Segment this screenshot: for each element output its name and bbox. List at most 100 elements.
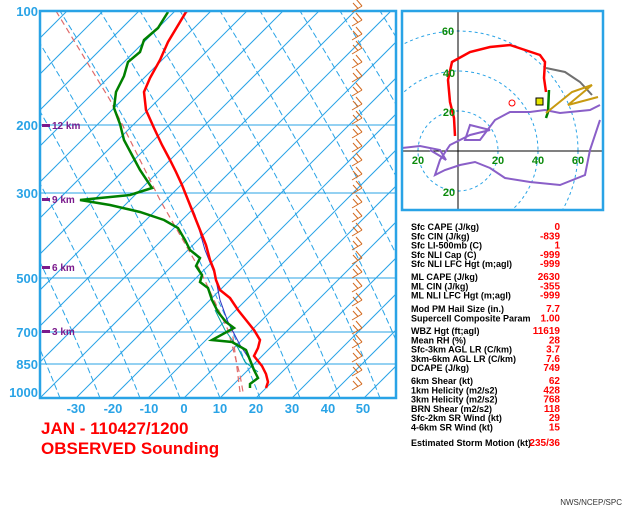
wind-barb (351, 68, 363, 83)
isotherm-line (40, 11, 248, 219)
wind-barb (351, 138, 363, 153)
temperature-tick-label: 20 (249, 401, 263, 416)
parameter-value: -999 (540, 259, 560, 270)
parameter-label: 3km-6km AGL LR (C/km) (411, 354, 516, 364)
parameter-value: 428 (543, 385, 560, 396)
wind-barb (351, 306, 363, 321)
wind-barb (351, 362, 363, 377)
wind-barb (351, 54, 363, 69)
isotherm-line (40, 41, 396, 398)
parameter-value: 768 (543, 395, 560, 406)
chart-title: JAN - 110427/1200 (41, 419, 188, 438)
parameter-value: -999 (540, 250, 560, 261)
isotherm-line (40, 11, 320, 291)
isotherm-line (40, 11, 284, 255)
parameter-label: ML CAPE (J/kg) (411, 272, 478, 282)
parameter-label: Sfc CIN (J/kg) (411, 231, 470, 241)
dry-adiabat-line (460, 11, 632, 398)
temperature-tick-label: -10 (140, 401, 159, 416)
hodograph-tick-label: 20 (443, 187, 455, 199)
wind-barb (351, 376, 363, 391)
temperature-tick-label: 50 (356, 401, 370, 416)
parameter-label: Sfc-3km AGL LR (C/km) (411, 345, 512, 355)
hodograph-tick-label: 20 (492, 155, 504, 167)
wind-barb (351, 264, 363, 279)
parameter-label: 1km Helicity (m2/s2) (411, 385, 498, 395)
hodograph-storm-vector (545, 84, 599, 114)
parameter-label: Sfc-2km SR Wind (kt) (411, 413, 502, 423)
hodograph-tick-label: 40 (443, 68, 455, 80)
temperature-tick-label: 10 (213, 401, 227, 416)
parameter-label: Mean RH (%) (411, 335, 466, 345)
parcel-trace-line-2 (231, 329, 241, 393)
isotherm-line (111, 113, 396, 398)
wind-barb (351, 0, 363, 13)
parameter-label: ML NLI LFC Hgt (m;agl) (411, 291, 511, 301)
parameter-label: WBZ Hgt (ft;agl) (411, 326, 479, 336)
storm-motion-marker (535, 97, 544, 106)
wind-barb (351, 236, 363, 251)
parameter-table: Sfc CAPE (J/kg) 0 Sfc CIN (J/kg) -839 Sfc LI… (411, 222, 560, 449)
wind-barb (351, 278, 363, 293)
wind-barb (351, 292, 363, 307)
parameter-value: 7.7 (546, 304, 560, 315)
pressure-axis: 100 200 300 500 700 850 1000 (9, 4, 38, 400)
hodograph-frame (400, 9, 605, 212)
dry-adiabat-line (179, 11, 381, 398)
wind-barb (351, 82, 363, 97)
height-marker (42, 124, 50, 127)
parameter-value: 0 (554, 222, 560, 233)
height-label: 12 km (52, 121, 80, 132)
wind-barbs (351, 0, 363, 391)
height-label: 3 km (52, 327, 75, 338)
wetbulb-line (214, 309, 259, 373)
pressure-tick-label: 500 (16, 271, 38, 286)
isotherm-line (363, 365, 396, 398)
height-marker (42, 330, 50, 333)
dry-adiabat-lines (40, 11, 632, 398)
parameter-value: 749 (543, 363, 560, 374)
wind-barb (351, 124, 363, 139)
pressure-tick-label: 300 (16, 186, 38, 201)
pressure-tick-label: 200 (16, 118, 38, 133)
parameter-value: 15 (549, 423, 561, 434)
parameter-value: 62 (549, 376, 561, 387)
isotherm-line (255, 257, 396, 398)
parameter-value: 1 (554, 241, 560, 252)
isotherm-line (40, 11, 212, 183)
dewpoint-profile-line (79, 11, 260, 388)
parameter-label: 6km Shear (kt) (411, 376, 473, 386)
hodograph-left-trace (402, 144, 447, 161)
temperature-tick-label: -30 (67, 401, 86, 416)
bunkers-marker (508, 99, 516, 107)
hodograph-tick-label: 20 (412, 155, 424, 167)
hodograph-tick-label: 60 (572, 155, 584, 167)
temperature-tick-label: -20 (104, 401, 123, 416)
chart-subtitle: OBSERVED Sounding (41, 439, 219, 458)
credit-label: NWS/NCEP/SPC (560, 498, 622, 507)
isotherm-line (580, 11, 632, 398)
parameter-value: 1.00 (541, 313, 561, 324)
temperature-tick-label: 40 (321, 401, 335, 416)
wind-barb (351, 12, 363, 27)
isotherm-line (147, 149, 396, 398)
wind-barb (351, 180, 363, 195)
skewt-frame (38, 9, 398, 400)
wind-barb (351, 152, 363, 167)
parameter-value: 2630 (538, 272, 561, 283)
wind-barb (351, 250, 363, 265)
parameter-label: DCAPE (J/kg) (411, 363, 469, 373)
parameter-label: ML CIN (J/kg) (411, 281, 468, 291)
parameter-value: -355 (540, 281, 560, 292)
parcel-trace-line (55, 11, 244, 393)
isotherm-line (616, 11, 632, 398)
isotherm-line (40, 11, 176, 147)
isotherm-line (183, 185, 396, 398)
parameter-label: Sfc LI-500mb (C) (411, 241, 482, 251)
parameter-value: 11619 (533, 326, 561, 337)
parameter-label: BRN Shear (m2/s2) (411, 404, 492, 414)
isotherm-line (40, 11, 140, 111)
isotherm-line (40, 11, 356, 327)
wind-barb (351, 222, 363, 237)
